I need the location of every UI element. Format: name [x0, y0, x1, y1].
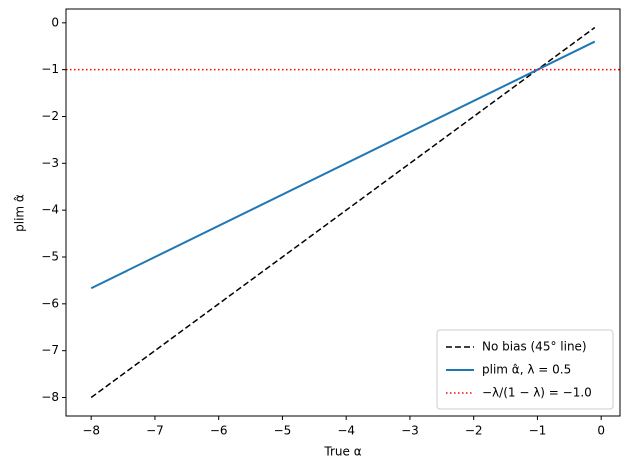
y-tick-label: −8: [41, 390, 59, 404]
x-tick-label: −6: [210, 424, 228, 438]
x-tick-label: −1: [529, 424, 547, 438]
series-line: [90, 40, 596, 290]
legend-label: −λ/(1 − λ) = −1.0: [482, 386, 592, 400]
legend-box: [436, 329, 614, 410]
x-tick-label: −5: [274, 424, 292, 438]
x-axis-label: True α: [323, 445, 361, 459]
y-tick-label: −2: [41, 109, 59, 123]
y-tick-label: −7: [41, 343, 59, 357]
y-tick-label: −3: [41, 156, 59, 170]
x-tick-label: 0: [597, 424, 605, 438]
y-tick-label: −5: [41, 249, 59, 263]
y-tick-label: −4: [41, 203, 59, 217]
x-tick-label: −7: [146, 424, 164, 438]
legend-label: plim α̂, λ = 0.5: [482, 363, 571, 377]
x-tick-label: −2: [465, 424, 483, 438]
y-axis-label: plim α̂: [13, 194, 27, 232]
x-tick-label: −4: [337, 424, 355, 438]
y-tick-label: −6: [41, 296, 59, 310]
plot-frame: [65, 8, 621, 417]
series-line: [90, 26, 596, 399]
y-tick-label: 0: [51, 15, 59, 29]
legend-label: No bias (45° line): [482, 340, 587, 354]
x-tick-label: −3: [401, 424, 419, 438]
y-tick-label: −1: [41, 62, 59, 76]
x-tick-label: −8: [82, 424, 100, 438]
